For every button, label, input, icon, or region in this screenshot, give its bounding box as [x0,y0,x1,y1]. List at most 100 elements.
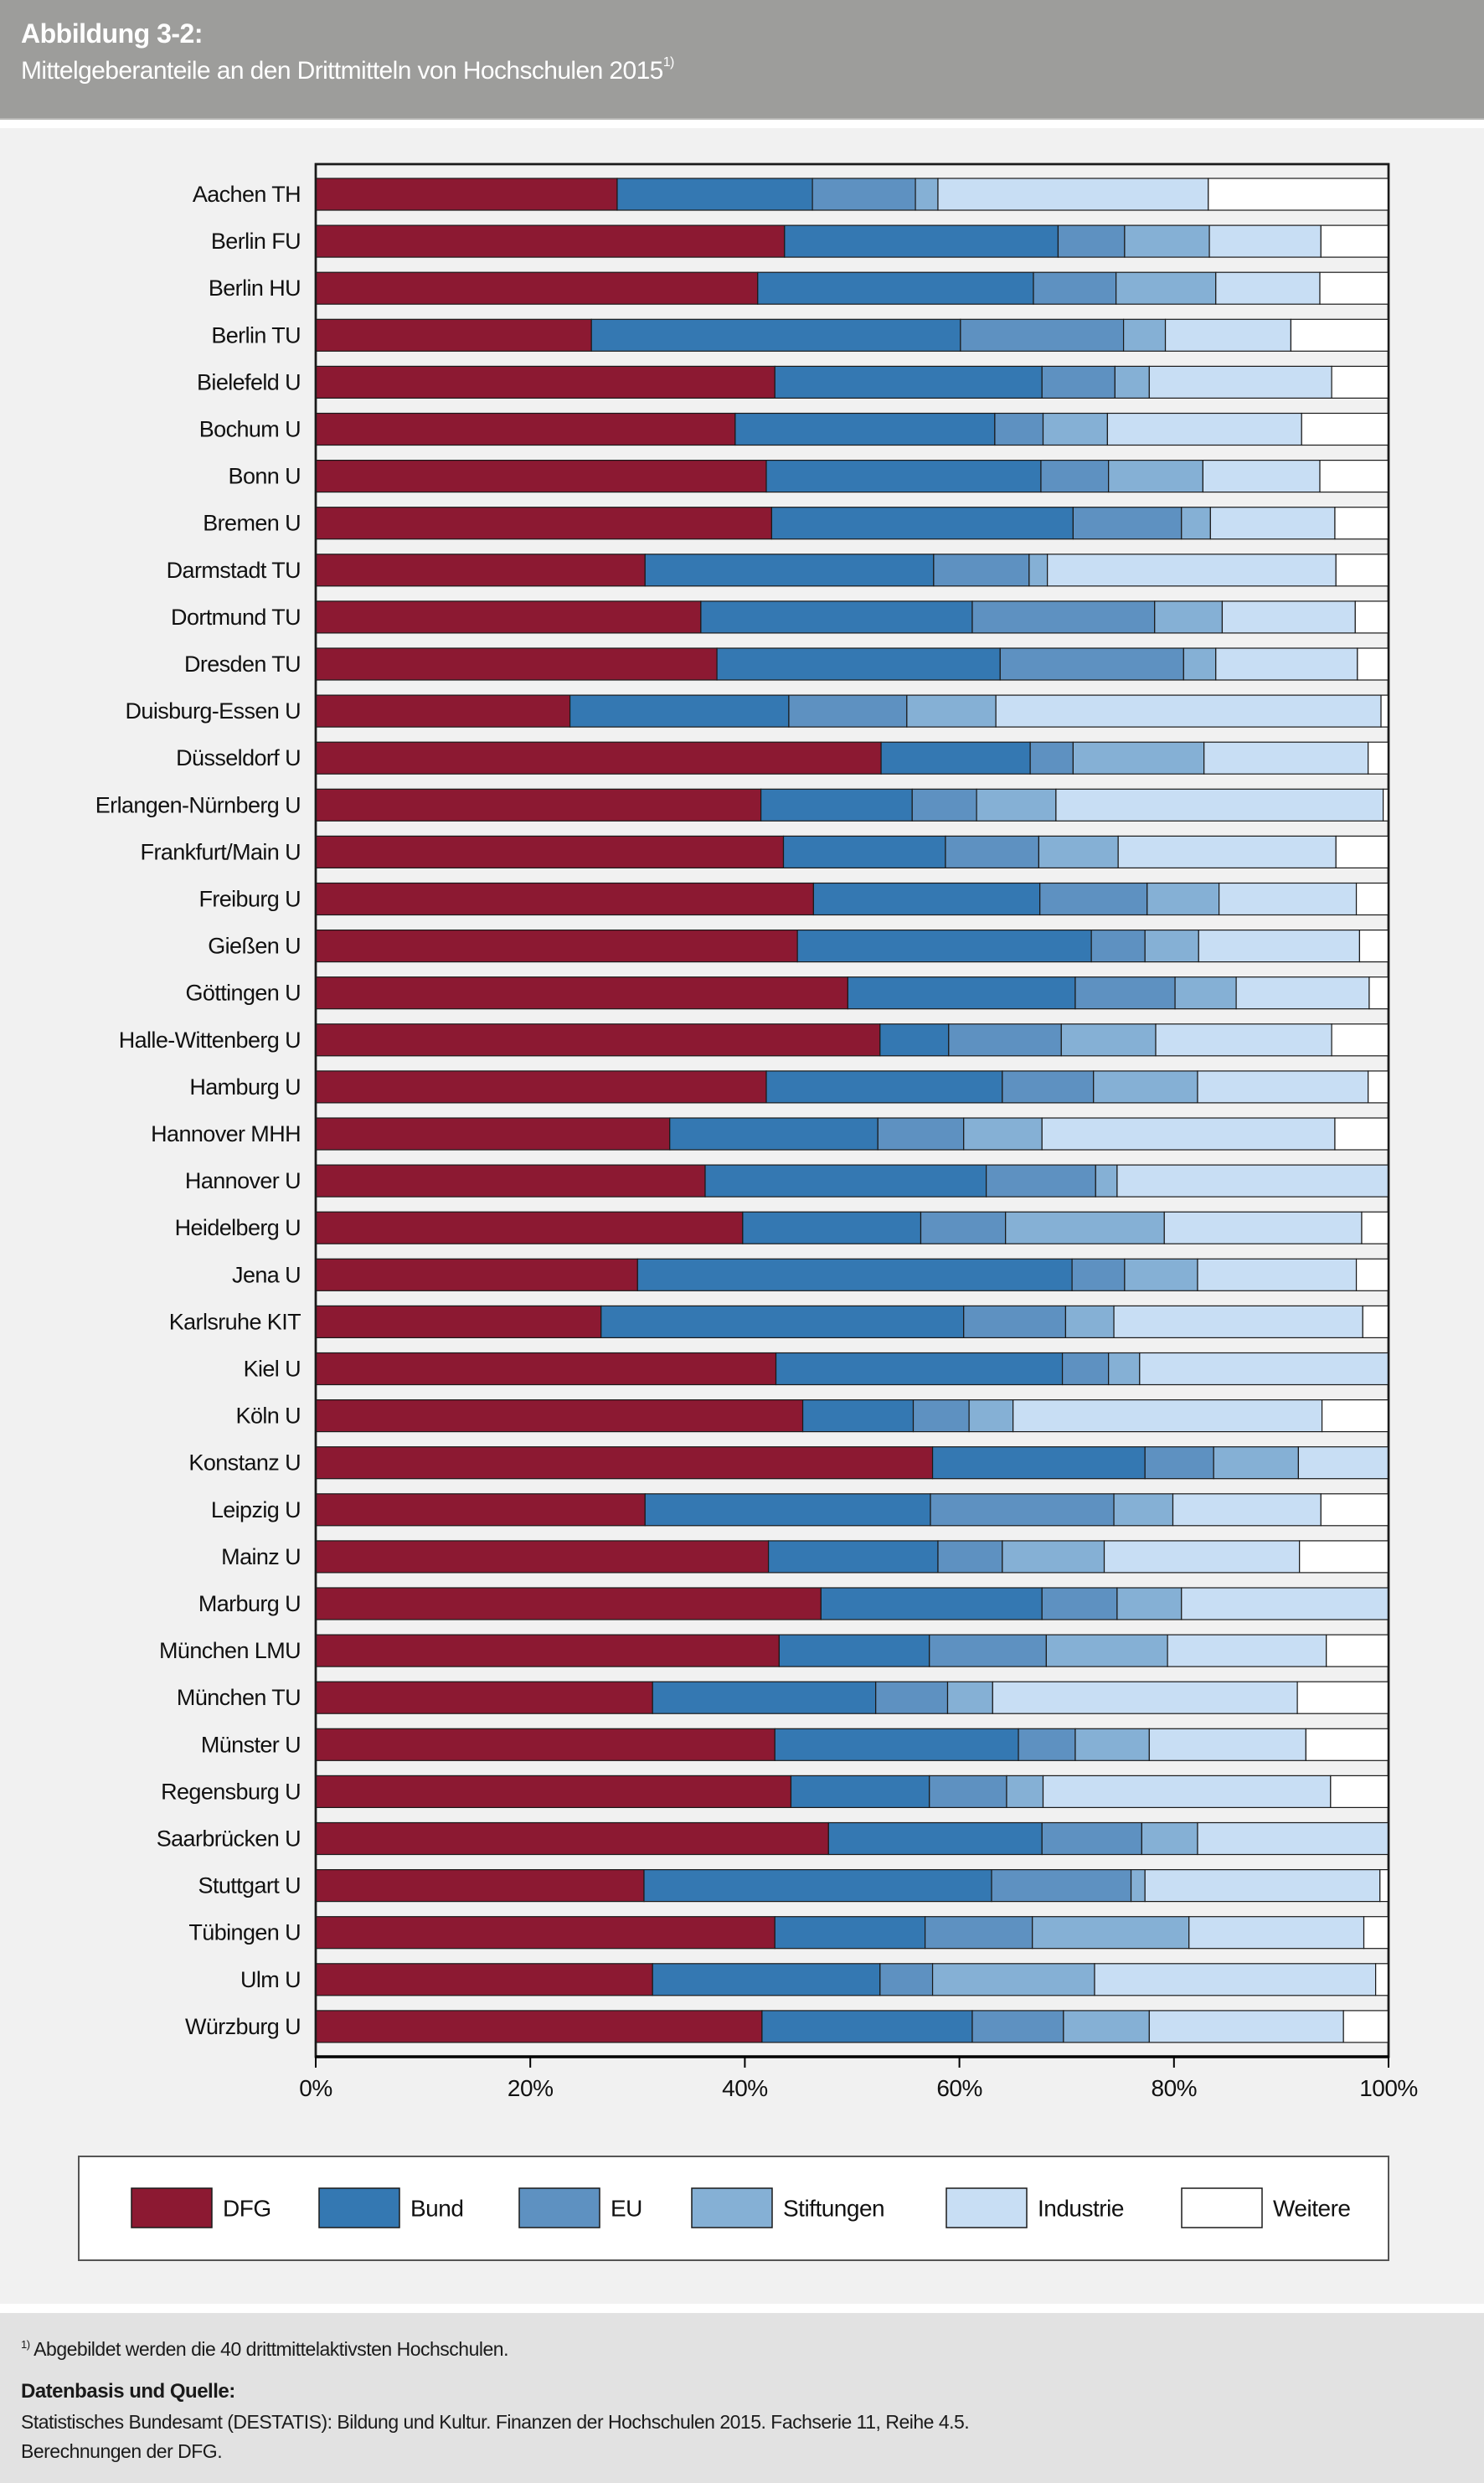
category-label: Hamburg U [189,1074,301,1100]
figure-number: Abbildung 3-2: [21,18,203,49]
bar-segment-bund [812,882,1041,916]
bar-segment-dfg [315,694,571,728]
bar-segment-stiftungen [1032,1916,1190,1950]
bar-segment-stiftungen [1074,1728,1150,1761]
bar-segment-stiftungen [1154,600,1224,634]
bar-segment-weitere [1335,554,1389,587]
category-label: Gießen U [208,934,301,959]
bar-segment-dfg [315,554,646,587]
bar-segment-eu [1029,741,1074,775]
legend-label: EU [611,2196,642,2222]
bar-segment-eu [986,1164,1096,1198]
bar-segment-industrie [1208,224,1322,258]
bar-segment-eu [920,1211,1007,1244]
bar-segment-weitere [1321,1399,1389,1433]
bar-segment-industrie [1013,1399,1323,1433]
bar-segment-dfg [315,1821,829,1856]
bar-segment-dfg [315,1963,653,1996]
bar-segment-dfg [315,507,773,540]
bar-segment-eu [960,318,1125,352]
bar-segment-industrie [1148,365,1332,399]
bar-segment-stiftungen [1060,1023,1157,1057]
category-label: Bremen U [203,511,301,536]
footnote-text: Abgebildet werden die 40 drittmittelakti… [29,2338,508,2360]
category-label: Göttingen U [186,981,301,1006]
bar-segment-bund [716,647,1001,681]
category-label: Köln U [236,1404,301,1429]
bar-segment-industrie [1221,600,1356,634]
bar-segment-weitere [1368,1070,1389,1104]
bar-segment-eu [788,694,908,728]
bar-segment-stiftungen [1181,507,1211,540]
category-label: Mainz U [221,1544,301,1569]
bar-segment-stiftungen [1045,1634,1168,1667]
bar-segment-bund [820,1587,1043,1620]
bar-segment-bund [931,1446,1146,1480]
bar-segment-industrie [1144,1869,1381,1903]
bar-segment-stiftungen [1006,1775,1044,1809]
category-label: Berlin FU [211,229,301,254]
bar-segment-bund [644,554,935,587]
bar-segment-bund [774,1916,926,1950]
bar-segment-dfg [315,788,762,822]
bar-segment-industrie [1041,1117,1336,1151]
bar-segment-eu [945,835,1039,869]
category-label: Jena U [232,1262,301,1287]
legend-swatch-weitere [1181,2187,1263,2228]
bar-segment-dfg [315,224,786,258]
bar-segment-eu [948,1023,1062,1057]
bar-segment-bund [590,318,961,352]
bar-segment-dfg [315,1352,777,1386]
bar-segment-weitere [1363,1916,1389,1950]
category-label: Leipzig U [211,1497,301,1522]
figure-header: Abbildung 3-2: Mittelgeberanteile an den… [0,0,1484,120]
bar-segment-eu [1041,1587,1118,1620]
x-tick-label: 80% [1152,2075,1198,2101]
bar-segment-dfg [315,835,785,869]
category-label: Münster U [201,1732,301,1757]
bar-segment-eu [1041,1821,1142,1856]
bar-segment-bund [784,224,1059,258]
bar-segment-dfg [315,1305,602,1339]
category-label: Halle-Wittenberg U [119,1028,301,1053]
category-label: Regensburg U [161,1779,301,1804]
bar-segment-stiftungen [1113,1493,1174,1527]
bar-segment-bund [669,1117,879,1151]
bar-segment-eu [1041,365,1116,399]
bar-segment-industrie [1116,1164,1389,1198]
bar-segment-eu [929,1775,1007,1809]
bar-segment-stiftungen [1108,1352,1141,1386]
bar-segment-dfg [315,318,592,352]
category-label: Darmstadt TU [167,558,301,583]
bar-segment-weitere [1320,224,1389,258]
category-label: Aachen TH [193,182,301,207]
source-note: Berechnungen der DFG. [21,2440,223,2462]
bar-segment-eu [1039,882,1148,916]
bar-segment-eu [929,1634,1047,1667]
category-label: Berlin HU [209,276,301,301]
bar-segment-bund [879,1023,950,1057]
bar-segment-stiftungen [1116,271,1217,305]
bar-segment-eu [971,600,1156,634]
x-tick-label: 40% [722,2075,768,2101]
bar-segment-eu [1057,224,1126,258]
bar-segment-dfg [315,1211,744,1244]
bar-segment-bund [652,1681,877,1714]
bar-segment-bund [700,600,973,634]
bar-segment-industrie [1297,1446,1389,1480]
bar-segment-industrie [1181,1587,1389,1620]
category-label: Hannover U [185,1168,301,1193]
bar-segment-weitere [1208,178,1389,211]
bar-segment-weitere [1368,741,1389,775]
bar-segment-bund [757,271,1034,305]
bar-segment-bund [760,788,913,822]
bar-segment-eu [963,1305,1067,1339]
bar-segment-eu [1071,1258,1126,1291]
bar-segment-dfg [315,647,718,681]
bar-segment-bund [600,1305,965,1339]
bar-segment-dfg [315,1634,780,1667]
bar-segment-weitere [1358,929,1389,963]
bar-segment-eu [1144,1446,1214,1480]
x-tick-label: 20% [508,2075,554,2101]
bar-segment-weitere [1375,1963,1389,1996]
